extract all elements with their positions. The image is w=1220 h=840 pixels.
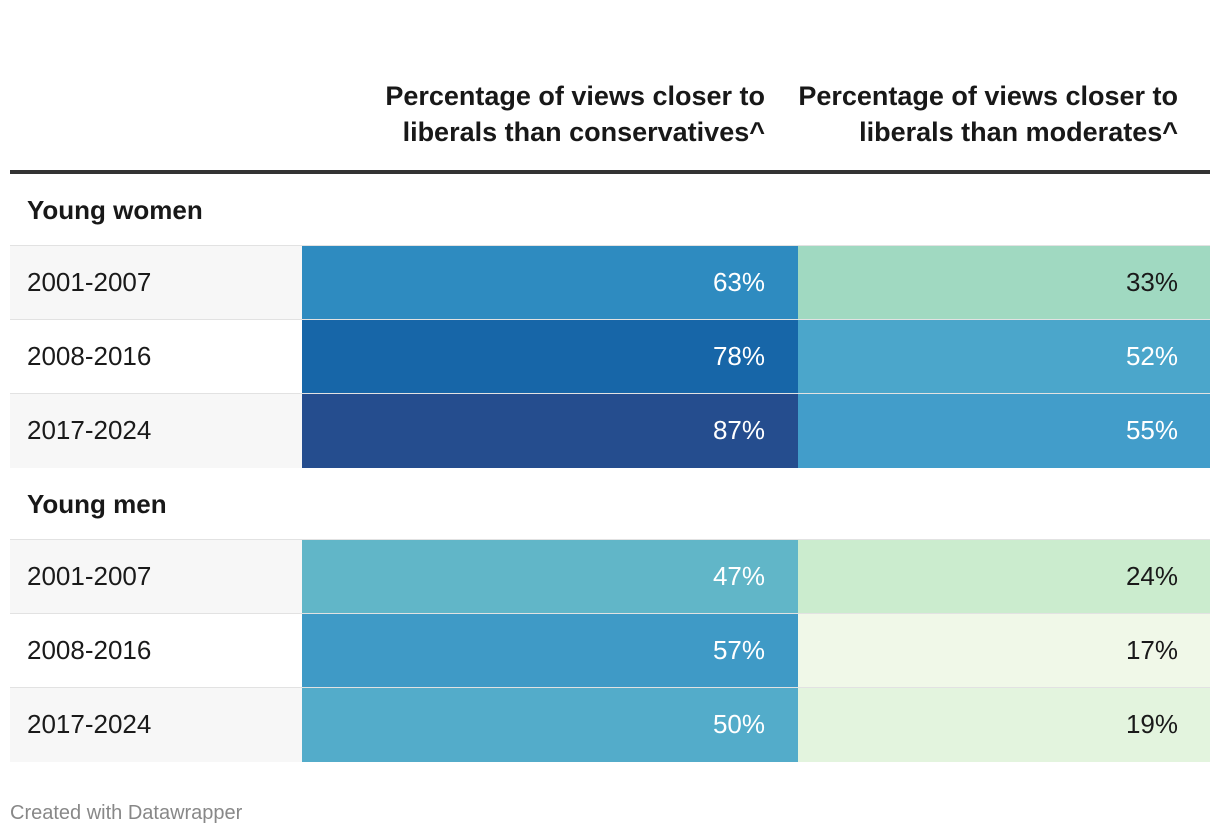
row-label: 2008-2016 xyxy=(27,635,152,665)
column-header-liberals-vs-conservatives: Percentage of views closer to liberals t… xyxy=(385,81,765,147)
cell-liberals-vs-moderates: 19% xyxy=(798,688,1210,762)
group-title: Young men xyxy=(10,468,1210,540)
cell-liberals-vs-conservatives: 50% xyxy=(302,688,798,762)
table-row: 2001-2007 47% 24% xyxy=(10,540,1210,614)
row-label: 2001-2007 xyxy=(10,540,302,613)
cell-liberals-vs-conservatives: 78% xyxy=(302,320,798,393)
table-row: 2017-2024 87% 55% xyxy=(10,394,1210,468)
table-header: Percentage of views closer to liberals t… xyxy=(10,0,1210,174)
cell-liberals-vs-moderates: 24% xyxy=(798,540,1210,613)
footer-credit[interactable]: Created with Datawrapper xyxy=(10,802,243,824)
table-row: 2017-2024 50% 19% xyxy=(10,688,1210,762)
table-row: 2001-2007 63% 33% xyxy=(10,246,1210,320)
cell-liberals-vs-conservatives: 57% xyxy=(302,614,798,687)
table-row: 2008-2016 57% 17% xyxy=(10,614,1210,688)
cell-liberals-vs-moderates: 17% xyxy=(798,614,1210,687)
row-label: 2008-2016 xyxy=(27,341,152,371)
datawrapper-table: Percentage of views closer to liberals t… xyxy=(10,0,1210,762)
cell-liberals-vs-moderates: 33% xyxy=(798,246,1210,319)
cell-liberals-vs-moderates: 52% xyxy=(798,320,1210,393)
cell-liberals-vs-conservatives: 87% xyxy=(302,394,798,468)
row-label: 2017-2024 xyxy=(10,688,302,762)
row-label: 2001-2007 xyxy=(10,246,302,319)
column-header-liberals-vs-moderates: Percentage of views closer to liberals t… xyxy=(798,81,1178,147)
row-label: 2017-2024 xyxy=(10,394,302,468)
cell-liberals-vs-conservatives: 47% xyxy=(302,540,798,613)
table-body: Young women 2001-2007 63% 33% 2008-2016 78% 52… xyxy=(10,174,1210,762)
table-row: 2008-2016 78% 52% xyxy=(10,320,1210,394)
group-title: Young women xyxy=(10,174,1210,246)
cell-liberals-vs-conservatives: 63% xyxy=(302,246,798,319)
cell-liberals-vs-moderates: 55% xyxy=(798,394,1210,468)
